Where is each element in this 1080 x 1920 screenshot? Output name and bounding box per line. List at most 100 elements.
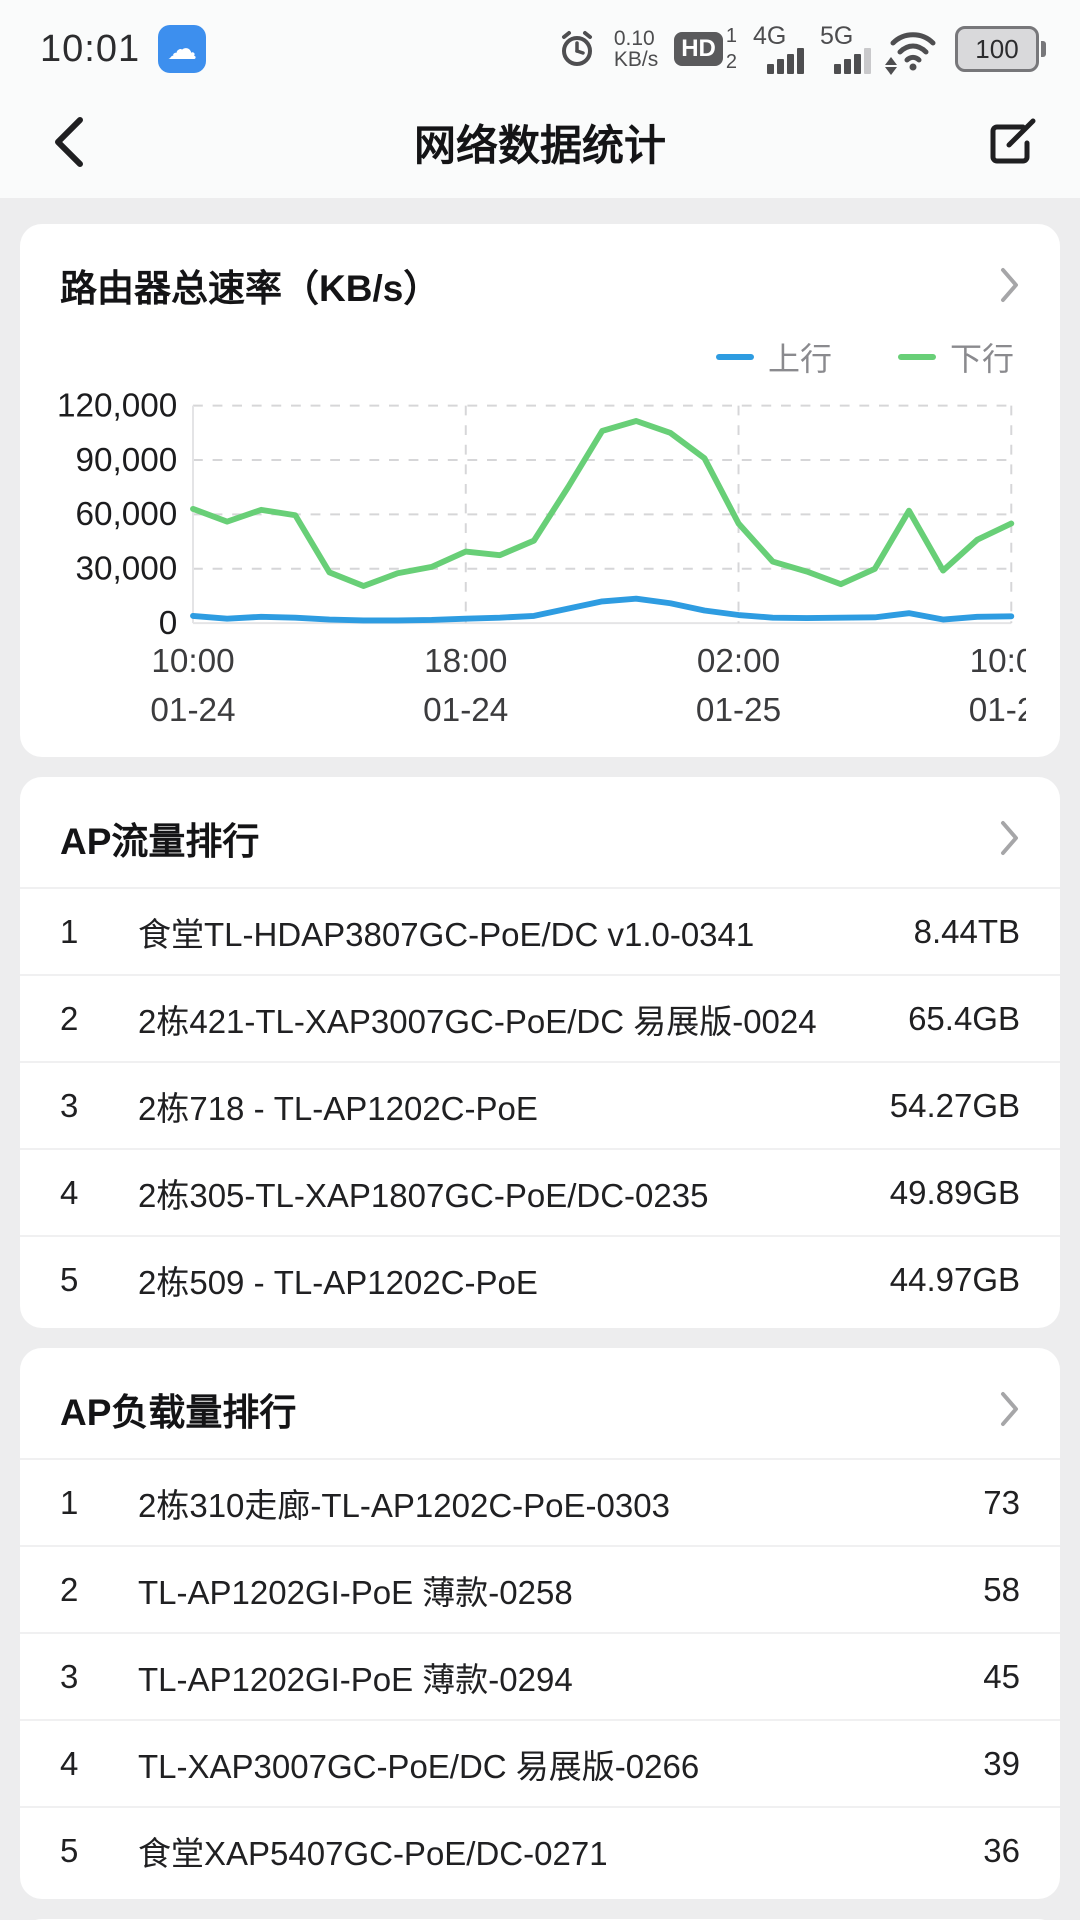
- table-row[interactable]: 3 2栋718 - TL-AP1202C-PoE 54.27GB: [20, 1061, 1060, 1148]
- ap-name: 2栋421-TL-XAP3007GC-PoE/DC 易展版-0024: [138, 1002, 817, 1040]
- svg-text:0: 0: [159, 605, 178, 642]
- ap-load-rows: 1 2栋310走廊-TL-AP1202C-PoE-0303 73 2 TL-AP1202…: [20, 1458, 1060, 1899]
- card-title: AP流量排行: [60, 821, 260, 863]
- network-speed-unit: KB/s: [613, 48, 659, 71]
- rank-number: 1: [60, 1483, 79, 1521]
- hd-sim1: 1: [725, 25, 737, 47]
- ap-name: TL-AP1202GI-PoE 薄款-0258: [138, 1573, 573, 1611]
- rank-number: 2: [60, 999, 79, 1037]
- ap-value: 54.27GB: [889, 1086, 1020, 1124]
- svg-text:30,000: 30,000: [75, 551, 177, 588]
- svg-text:01-25: 01-25: [696, 692, 781, 727]
- chart-box: 0 30,000 60,000 90,000 120,000 10:00 01-24 18:0…: [20, 380, 1060, 757]
- status-bar: 10:01 ☁ 0.10 KB/s: [0, 0, 1080, 92]
- table-row[interactable]: 4 TL-XAP3007GC-PoE/DC 易展版-0266 39: [20, 1719, 1060, 1806]
- ap-value: 65.4GB: [908, 999, 1020, 1037]
- ap-value: 39: [983, 1744, 1020, 1782]
- legend-label: 下行: [949, 341, 1014, 377]
- rank-number: 4: [60, 1173, 79, 1211]
- network-speed-value: 0.10: [613, 27, 655, 50]
- network-speed-indicator: 0.10 KB/s: [614, 28, 658, 70]
- chart-legend: 上行 下行: [20, 324, 1060, 380]
- back-button[interactable]: [38, 112, 98, 172]
- alarm-clock-icon: [556, 28, 598, 70]
- hd-sim2: 2: [725, 51, 737, 73]
- signal-bars-icon: [767, 48, 804, 74]
- rank-number: 5: [60, 1831, 79, 1869]
- svg-text:60,000: 60,000: [75, 496, 177, 533]
- cloud-icon: ☁: [158, 25, 207, 73]
- svg-text:01-24: 01-24: [423, 692, 508, 727]
- table-row[interactable]: 5 2栋509 - TL-AP1202C-PoE 44.97GB: [20, 1235, 1060, 1322]
- hd-voice-icon: HD 1 2: [674, 26, 737, 72]
- table-row[interactable]: 1 食堂TL-HDAP3807GC-PoE/DC v1.0-0341 8.44TB: [20, 887, 1060, 974]
- ap-value: 49.89GB: [889, 1173, 1020, 1211]
- wifi-icon: [885, 27, 939, 75]
- sim2-signal: 5G: [820, 24, 871, 74]
- ap-name: 2栋310走廊-TL-AP1202C-PoE-0303: [138, 1486, 670, 1524]
- ap-value: 58: [983, 1570, 1020, 1608]
- ap-name: TL-XAP3007GC-PoE/DC 易展版-0266: [138, 1747, 700, 1785]
- rank-number: 1: [60, 912, 79, 950]
- rank-number: 3: [60, 1657, 79, 1695]
- ap-traffic-ranking-card: AP流量排行 1 食堂TL-HDAP3807GC-PoE/DC v1.0-0341…: [20, 777, 1060, 1329]
- page-title: 网络数据统计: [413, 121, 666, 169]
- ap-value: 44.97GB: [889, 1260, 1020, 1298]
- sim1-network-type: 4G: [753, 22, 787, 50]
- chevron-right-icon: [1001, 268, 1018, 302]
- chevron-right-icon: [1001, 821, 1018, 856]
- ap-value: 45: [983, 1657, 1020, 1695]
- signal-bars-icon: [834, 48, 871, 74]
- edit-icon: [990, 118, 1036, 164]
- back-icon: [55, 117, 83, 167]
- chevron-right-icon: [1001, 1392, 1018, 1427]
- svg-text:01-25: 01-25: [969, 692, 1026, 727]
- speed-chart[interactable]: 0 30,000 60,000 90,000 120,000 10:00 01-24 18:0…: [46, 386, 1026, 727]
- svg-text:120,000: 120,000: [57, 387, 177, 424]
- table-row[interactable]: 2 2栋421-TL-XAP3007GC-PoE/DC 易展版-0024 65.4G…: [20, 974, 1060, 1061]
- ap-value: 36: [983, 1831, 1020, 1869]
- svg-text:02:00: 02:00: [697, 643, 780, 680]
- svg-text:18:00: 18:00: [424, 643, 507, 680]
- table-row[interactable]: 4 2栋305-TL-XAP1807GC-PoE/DC-0235 49.89GB: [20, 1148, 1060, 1235]
- ap-name: 食堂XAP5407GC-PoE/DC-0271: [138, 1834, 608, 1872]
- svg-text:90,000: 90,000: [75, 442, 177, 479]
- sim2-network-type: 5G: [820, 22, 854, 50]
- ap-traffic-rows: 1 食堂TL-HDAP3807GC-PoE/DC v1.0-0341 8.44TB 2…: [20, 887, 1060, 1328]
- status-time: 10:01: [40, 27, 141, 70]
- rank-number: 4: [60, 1744, 79, 1782]
- ap-name: 2栋509 - TL-AP1202C-PoE: [138, 1263, 538, 1301]
- ap-traffic-card-header[interactable]: AP流量排行: [20, 777, 1060, 877]
- legend-item[interactable]: 上行: [715, 334, 832, 380]
- rank-number: 3: [60, 1086, 79, 1124]
- page-content: 路由器总速率（KB/s） 上行 下行 0 30,000 60,000 90,000 120…: [0, 198, 1080, 1920]
- sim1-signal: 4G: [753, 24, 804, 74]
- card-title: 路由器总速率（KB/s）: [60, 268, 441, 309]
- ap-value: 8.44TB: [913, 912, 1020, 950]
- legend-label: 上行: [767, 341, 832, 377]
- svg-text:10:00: 10:00: [970, 643, 1026, 680]
- rank-number: 5: [60, 1260, 79, 1298]
- table-row[interactable]: 2 TL-AP1202GI-PoE 薄款-0258 58: [20, 1545, 1060, 1632]
- router-speed-card-header[interactable]: 路由器总速率（KB/s）: [20, 224, 1060, 324]
- svg-text:01-24: 01-24: [150, 692, 235, 727]
- nav-bar: 网络数据统计: [0, 92, 1080, 192]
- legend-swatch: [897, 354, 936, 360]
- card-title: AP负载量排行: [60, 1392, 297, 1434]
- svg-text:10:00: 10:00: [151, 643, 234, 680]
- table-row[interactable]: 3 TL-AP1202GI-PoE 薄款-0294 45: [20, 1632, 1060, 1719]
- ap-name: 食堂TL-HDAP3807GC-PoE/DC v1.0-0341: [138, 915, 755, 953]
- rank-number: 2: [60, 1570, 79, 1608]
- table-row[interactable]: 1 2栋310走廊-TL-AP1202C-PoE-0303 73: [20, 1458, 1060, 1545]
- table-row[interactable]: 5 食堂XAP5407GC-PoE/DC-0271 36: [20, 1806, 1060, 1893]
- ap-value: 73: [983, 1483, 1020, 1521]
- ap-load-ranking-card: AP负载量排行 1 2栋310走廊-TL-AP1202C-PoE-0303 73 2 T…: [20, 1348, 1060, 1900]
- ap-load-card-header[interactable]: AP负载量排行: [20, 1348, 1060, 1448]
- ap-name: 2栋305-TL-XAP1807GC-PoE/DC-0235: [138, 1176, 709, 1214]
- router-speed-card: 路由器总速率（KB/s） 上行 下行 0 30,000 60,000 90,000 120…: [20, 224, 1060, 758]
- edit-button[interactable]: [982, 112, 1042, 172]
- legend-item[interactable]: 下行: [897, 334, 1014, 380]
- ap-name: TL-AP1202GI-PoE 薄款-0294: [138, 1660, 573, 1698]
- battery-level: 100: [955, 26, 1039, 72]
